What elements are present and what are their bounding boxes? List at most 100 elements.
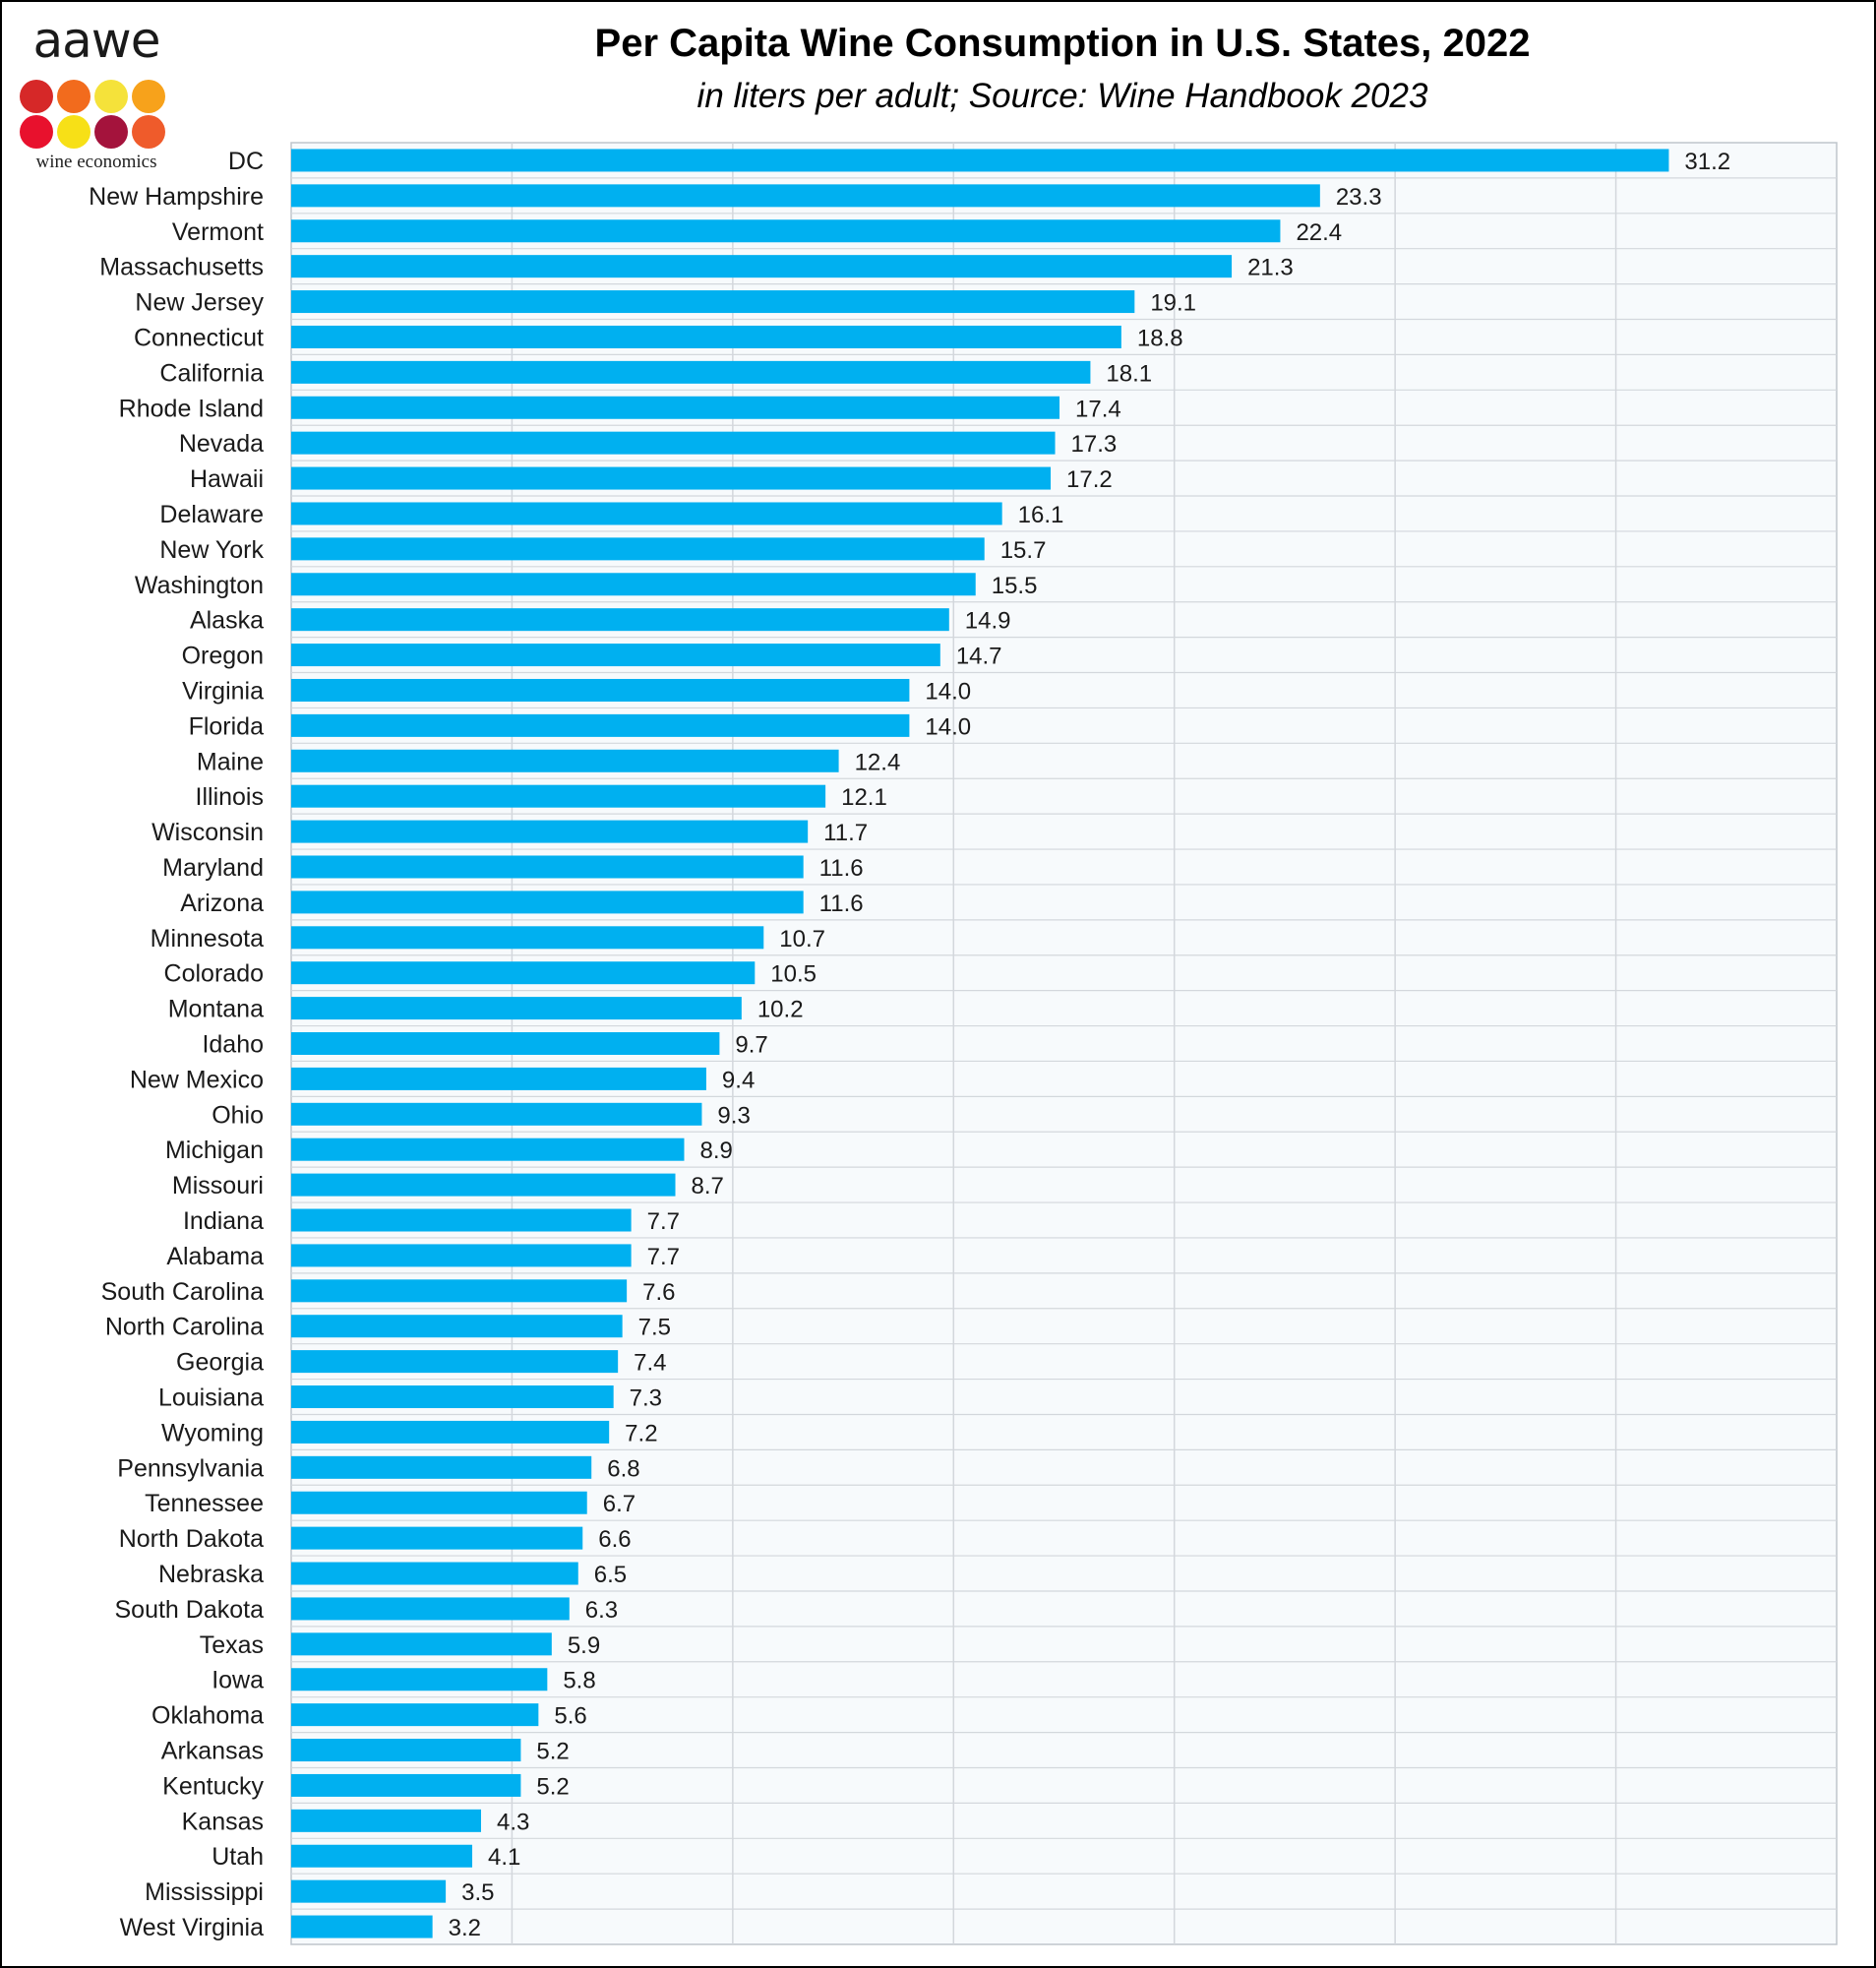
value-label: 7.7	[647, 1244, 680, 1270]
value-label: 17.4	[1075, 396, 1121, 422]
bar	[291, 1173, 676, 1197]
category-label: Maryland	[162, 854, 264, 882]
bar	[291, 1102, 702, 1126]
category-label: Kentucky	[162, 1772, 264, 1800]
bar	[291, 1526, 583, 1550]
bar	[291, 431, 1056, 455]
bar	[291, 1597, 570, 1621]
category-label: New Jersey	[135, 289, 264, 317]
bar	[291, 360, 1091, 384]
bar	[291, 290, 1135, 314]
category-label: Delaware	[159, 501, 264, 528]
category-label: Montana	[168, 996, 264, 1023]
category-label: Alabama	[166, 1243, 264, 1270]
bar	[291, 219, 1281, 243]
bar	[291, 325, 1121, 348]
value-label: 6.3	[585, 1597, 618, 1624]
bar	[291, 1879, 447, 1903]
bar	[291, 678, 910, 702]
category-label: Arkansas	[161, 1738, 264, 1765]
chart-title: Per Capita Wine Consumption in U.S. Stat…	[594, 22, 1531, 65]
value-label: 9.4	[722, 1067, 755, 1093]
bar	[291, 502, 1002, 525]
category-label: Oklahoma	[151, 1702, 264, 1730]
category-label: South Dakota	[115, 1596, 265, 1624]
logo-dots	[20, 80, 165, 149]
value-label: 31.2	[1684, 149, 1730, 175]
logo-dot	[57, 115, 91, 149]
category-label: Maine	[197, 748, 264, 775]
value-label: 12.1	[841, 784, 887, 811]
category-label: South Carolina	[101, 1278, 264, 1306]
bar	[291, 466, 1052, 490]
value-label: 23.3	[1336, 184, 1382, 211]
category-label: Iowa	[212, 1667, 264, 1694]
bar	[291, 255, 1233, 278]
bar	[291, 891, 804, 914]
bar	[291, 537, 985, 561]
category-label: Pennsylvania	[117, 1454, 264, 1482]
bar	[291, 644, 940, 667]
value-label: 10.5	[770, 961, 817, 988]
value-label: 8.7	[692, 1173, 724, 1199]
value-label: 18.8	[1137, 325, 1183, 351]
value-label: 6.5	[594, 1562, 627, 1588]
logo-dot	[94, 115, 128, 149]
category-label: Mississippi	[145, 1878, 264, 1906]
value-label: 3.2	[449, 1915, 481, 1941]
bar	[291, 1739, 521, 1762]
bar	[291, 149, 1669, 172]
bar	[291, 1244, 632, 1267]
bar	[291, 1844, 473, 1868]
bar	[291, 1562, 578, 1585]
bar	[291, 1491, 587, 1514]
value-label: 6.6	[598, 1526, 631, 1553]
chart-subtitle: in liters per adult; Source: Wine Handbo…	[696, 77, 1428, 115]
value-label: 15.7	[1000, 537, 1047, 564]
aawe-logo: aawe wine economics	[18, 12, 175, 172]
category-label: Idaho	[202, 1031, 264, 1059]
category-label: Rhode Island	[119, 395, 264, 422]
category-label: Wisconsin	[151, 819, 264, 846]
bar	[291, 855, 804, 879]
value-label: 4.1	[488, 1844, 520, 1871]
category-label: Florida	[189, 712, 265, 740]
logo-tagline: wine economics	[35, 152, 157, 172]
value-label: 14.9	[965, 608, 1011, 635]
category-label: West Virginia	[120, 1914, 264, 1941]
category-label: Michigan	[165, 1137, 264, 1164]
value-label: 4.3	[497, 1809, 529, 1835]
value-label: 14.0	[925, 713, 971, 740]
category-label: Connecticut	[134, 324, 264, 351]
value-label: 16.1	[1018, 502, 1064, 528]
category-label: Washington	[135, 572, 264, 599]
bar	[291, 1067, 706, 1090]
bar	[291, 1138, 685, 1161]
bar	[291, 1703, 539, 1727]
category-label: DC	[228, 148, 264, 175]
value-label: 19.1	[1150, 290, 1196, 317]
value-label: 14.7	[956, 644, 1002, 670]
value-label: 8.9	[699, 1138, 732, 1164]
logo-dot	[20, 80, 53, 113]
category-label: Colorado	[164, 960, 264, 988]
category-label: Georgia	[176, 1349, 264, 1377]
bar	[291, 1420, 610, 1444]
value-label: 5.2	[536, 1739, 569, 1765]
value-label: 6.7	[603, 1491, 635, 1517]
value-label: 22.4	[1296, 219, 1342, 246]
logo-wordmark: aawe	[32, 12, 161, 69]
value-label: 9.7	[735, 1032, 767, 1059]
value-label: 18.1	[1106, 360, 1152, 387]
value-label: 21.3	[1247, 255, 1294, 281]
value-label: 5.2	[536, 1773, 569, 1800]
bar	[291, 396, 1060, 419]
value-label: 7.3	[630, 1385, 662, 1412]
bar	[291, 926, 764, 950]
category-label: Kansas	[182, 1808, 264, 1835]
category-label: Texas	[200, 1631, 264, 1659]
bar	[291, 1208, 632, 1232]
category-label: Hawaii	[190, 465, 264, 493]
category-label: New York	[159, 536, 264, 564]
